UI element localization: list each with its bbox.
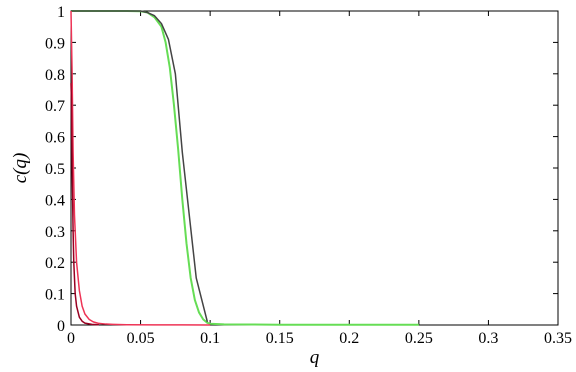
- y-tick-label: 0.3: [45, 224, 65, 241]
- y-tick-label: 0.1: [45, 287, 65, 304]
- series-line-4: [70, 83, 99, 326]
- x-tick-label: 0.1: [200, 330, 220, 347]
- x-tick-label: 0.2: [339, 330, 359, 347]
- plot-frame: [70, 10, 559, 326]
- x-tick-label: 0.35: [544, 330, 572, 347]
- y-tick-label: 1: [57, 4, 65, 21]
- y-tick-label: 0.2: [45, 255, 65, 272]
- y-tick-label: 0.9: [45, 35, 65, 52]
- x-tick-label: 0.3: [478, 330, 498, 347]
- series-line-1: [71, 10, 419, 326]
- x-tick-label: 0.15: [266, 330, 294, 347]
- x-tick-label: 0.25: [405, 330, 433, 347]
- y-tick-label: 0: [57, 318, 65, 335]
- series-line-3: [70, 10, 211, 326]
- y-tick-label: 0.4: [45, 192, 65, 209]
- x-tick-label: 0: [67, 330, 75, 347]
- y-tick-label: 0.6: [45, 130, 65, 147]
- y-tick-label: 0.5: [45, 161, 65, 178]
- y-tick-label: 0.8: [45, 67, 65, 84]
- x-tick-label: 0.05: [127, 330, 155, 347]
- y-tick-label: 0.7: [45, 98, 65, 115]
- ticks: 0 0.05 0.1 0.15 0.2 0.25 0.3 0.35 0 0.1 0.2 0.3 0.4 0…: [45, 4, 572, 347]
- y-axis-label: c(q): [10, 153, 31, 184]
- x-axis-label: q: [310, 347, 320, 368]
- series-layer: [70, 10, 419, 326]
- series-line-2: [71, 10, 209, 323]
